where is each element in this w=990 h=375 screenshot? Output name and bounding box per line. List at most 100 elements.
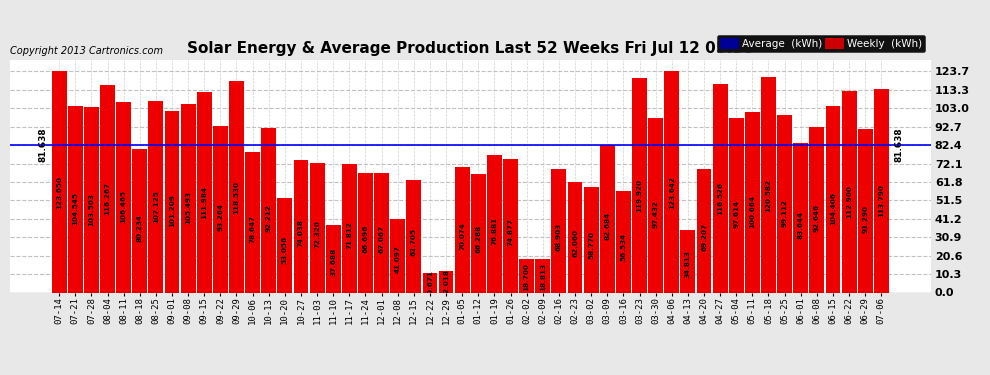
Bar: [567, 182, 582, 292]
Text: 69.207: 69.207: [701, 223, 707, 251]
Bar: [729, 118, 743, 292]
Text: 34.813: 34.813: [685, 251, 691, 278]
Bar: [84, 107, 99, 292]
Bar: [294, 160, 309, 292]
Text: 53.056: 53.056: [282, 236, 288, 264]
Text: 93.264: 93.264: [218, 204, 224, 231]
Bar: [713, 84, 728, 292]
Bar: [744, 112, 759, 292]
Bar: [423, 273, 438, 292]
Bar: [600, 145, 615, 292]
Text: 78.647: 78.647: [249, 215, 255, 243]
Bar: [826, 106, 841, 292]
Text: 80.234: 80.234: [137, 214, 143, 242]
Text: 67.067: 67.067: [378, 225, 384, 252]
Text: 81.638: 81.638: [894, 128, 903, 162]
Text: 10.671: 10.671: [427, 270, 433, 298]
Text: 82.684: 82.684: [604, 212, 610, 240]
Bar: [148, 101, 163, 292]
Text: 83.644: 83.644: [798, 211, 804, 239]
Bar: [648, 118, 663, 292]
Text: 66.696: 66.696: [362, 225, 368, 253]
Text: 123.642: 123.642: [669, 177, 675, 209]
Text: 18.813: 18.813: [540, 263, 545, 291]
Bar: [181, 104, 196, 292]
Bar: [761, 77, 776, 292]
Bar: [471, 174, 486, 292]
Text: 97.614: 97.614: [734, 200, 740, 228]
Text: 106.465: 106.465: [121, 190, 127, 224]
Bar: [551, 169, 566, 292]
Bar: [342, 164, 356, 292]
Text: 18.700: 18.700: [524, 264, 530, 291]
Bar: [487, 155, 502, 292]
Bar: [100, 84, 115, 292]
Text: 105.493: 105.493: [185, 191, 191, 224]
Bar: [68, 105, 83, 292]
Text: Copyright 2013 Cartronics.com: Copyright 2013 Cartronics.com: [10, 46, 163, 56]
Text: 103.503: 103.503: [88, 193, 94, 226]
Text: 107.125: 107.125: [152, 190, 158, 223]
Bar: [616, 191, 631, 292]
Text: 104.545: 104.545: [72, 192, 78, 225]
Bar: [520, 259, 534, 292]
Text: 111.984: 111.984: [201, 186, 207, 219]
Text: 116.267: 116.267: [105, 182, 111, 215]
Text: 100.664: 100.664: [749, 195, 755, 228]
Bar: [407, 180, 421, 292]
Text: 58.770: 58.770: [588, 231, 594, 259]
Text: 92.646: 92.646: [814, 204, 820, 232]
Bar: [680, 230, 695, 292]
Text: 99.112: 99.112: [782, 199, 788, 227]
Bar: [261, 128, 276, 292]
Bar: [246, 152, 260, 292]
Bar: [632, 78, 646, 292]
Text: 97.432: 97.432: [652, 200, 658, 228]
Text: 118.530: 118.530: [234, 181, 240, 214]
Bar: [793, 143, 808, 292]
Text: 92.212: 92.212: [265, 204, 271, 232]
Text: 62.060: 62.060: [572, 228, 578, 256]
Text: 12.018: 12.018: [444, 269, 449, 297]
Text: 76.881: 76.881: [491, 217, 497, 245]
Bar: [857, 129, 872, 292]
Text: 120.582: 120.582: [765, 179, 771, 212]
Text: 71.812: 71.812: [346, 221, 352, 249]
Text: 101.209: 101.209: [169, 195, 175, 228]
Bar: [664, 71, 679, 292]
Bar: [164, 111, 179, 292]
Bar: [777, 115, 792, 292]
Legend: Average  (kWh), Weekly  (kWh): Average (kWh), Weekly (kWh): [717, 35, 926, 52]
Bar: [874, 89, 889, 292]
Text: 70.074: 70.074: [459, 222, 465, 250]
Bar: [213, 126, 228, 292]
Bar: [229, 81, 244, 292]
Text: 81.638: 81.638: [39, 128, 48, 162]
Bar: [439, 271, 453, 292]
Text: 56.534: 56.534: [621, 233, 627, 261]
Text: 74.877: 74.877: [508, 218, 514, 246]
Bar: [454, 167, 469, 292]
Text: 112.900: 112.900: [846, 185, 852, 218]
Text: 66.288: 66.288: [475, 225, 481, 253]
Text: 91.290: 91.290: [862, 205, 868, 233]
Text: 119.920: 119.920: [637, 180, 643, 213]
Bar: [277, 198, 292, 292]
Bar: [697, 169, 712, 292]
Text: 62.705: 62.705: [411, 228, 417, 256]
Bar: [358, 173, 373, 292]
Text: 41.097: 41.097: [395, 246, 401, 273]
Bar: [503, 159, 518, 292]
Text: 74.038: 74.038: [298, 219, 304, 247]
Bar: [536, 259, 550, 292]
Bar: [810, 127, 825, 292]
Text: 104.406: 104.406: [830, 192, 836, 225]
Bar: [116, 102, 131, 292]
Bar: [390, 219, 405, 292]
Bar: [374, 172, 389, 292]
Text: 68.903: 68.903: [556, 223, 562, 251]
Bar: [842, 91, 856, 292]
Title: Solar Energy & Average Production Last 52 Weeks Fri Jul 12 05:30: Solar Energy & Average Production Last 5…: [187, 41, 753, 56]
Bar: [51, 71, 66, 292]
Text: 37.688: 37.688: [331, 248, 337, 276]
